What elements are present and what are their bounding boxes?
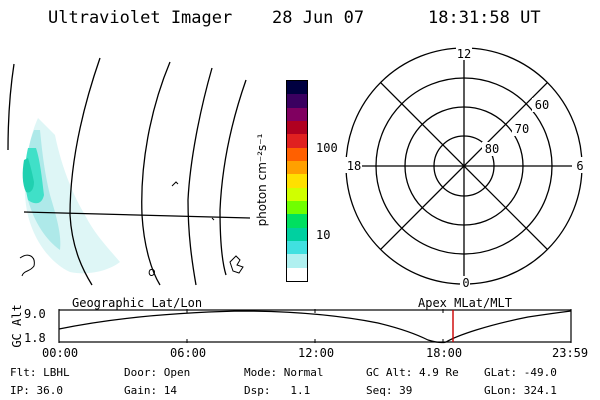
colorbar-segment xyxy=(287,81,307,95)
colorbar-tick-100: 100 xyxy=(316,141,338,155)
colorbar-segment xyxy=(287,214,307,229)
colorbar-segment xyxy=(287,147,307,162)
colorbar-segment xyxy=(287,201,307,215)
instrument-title: Ultraviolet Imager xyxy=(48,8,233,28)
mlt-label-12: 12 xyxy=(457,47,471,61)
timeline-y-tick-max: 9.0 xyxy=(24,307,46,321)
status-glat-key: GLat: xyxy=(484,366,518,379)
timeline-x-tick-1200: 12:00 xyxy=(298,346,335,360)
timeline-y-axis-title: GC Alt xyxy=(10,304,24,348)
image-time: 18:31:58 UT xyxy=(428,8,541,28)
timeline-left-label: Geographic Lat/Lon xyxy=(72,296,203,310)
colorbar-tick-10: 10 xyxy=(316,228,331,242)
status-filter-key: Flt: xyxy=(10,366,37,379)
colorbar-segment xyxy=(287,187,307,202)
status-gc-alt-key: GC Alt: xyxy=(366,366,413,379)
status-dsp-key: Dsp: xyxy=(244,384,271,397)
status-seq-value: 39 xyxy=(399,384,413,397)
colorbar-segment xyxy=(287,161,307,175)
colorbar-segment xyxy=(287,241,307,255)
timeline-x-tick-1800: 18:00 xyxy=(426,346,463,360)
lat-label-80: 80 xyxy=(485,142,499,156)
colorbar-segment xyxy=(287,227,307,242)
colorbar-segment xyxy=(287,107,307,122)
status-door-value: Open xyxy=(163,366,191,379)
status-ip: IP: 36.0 xyxy=(10,384,63,397)
status-mode-key: Mode: xyxy=(244,366,278,379)
status-ip-value: 36.0 xyxy=(36,384,64,397)
grid-lines xyxy=(7,57,251,286)
timeline-frame xyxy=(58,309,572,343)
lat-label-70: 70 xyxy=(515,122,529,136)
timeline-right-label: Apex MLat/MLT xyxy=(418,296,512,310)
altitude-curve xyxy=(58,310,572,344)
status-gain-key: Gain: xyxy=(124,384,158,397)
polar-plot: 12 18 6 0 60 70 80 xyxy=(344,46,586,290)
status-ip-key: IP: xyxy=(10,384,30,397)
coastline xyxy=(19,181,244,277)
status-glat-value: -49.0 xyxy=(523,366,557,379)
status-door: Door: Open xyxy=(124,366,190,379)
mlt-label-18: 18 xyxy=(347,159,361,173)
intensity-colorbar xyxy=(286,80,308,282)
status-gc-alt-value: 4.9 Re xyxy=(418,366,459,379)
status-glon-value: 324.1 xyxy=(523,384,557,397)
lat-label-60: 60 xyxy=(535,98,549,112)
status-gc-alt: GC Alt: 4.9 Re xyxy=(366,366,459,379)
image-date: 28 Jun 07 xyxy=(272,8,365,28)
status-mode: Mode: Normal xyxy=(244,366,324,379)
timeline-y-tick-min: 1.8 xyxy=(24,331,46,345)
status-door-key: Door: xyxy=(124,366,158,379)
status-mode-value: Normal xyxy=(283,366,324,379)
geographic-image-panel xyxy=(7,57,251,286)
colorbar-segment xyxy=(287,254,307,269)
colorbar-unit-label: photon cm⁻²s⁻¹ xyxy=(255,133,269,227)
auroral-emission xyxy=(22,118,120,274)
status-filter: Flt: LBHL xyxy=(10,366,70,379)
timeline-x-tick-2359: 23:59 xyxy=(552,346,589,360)
altitude-timeline xyxy=(58,309,572,344)
status-filter-value: LBHL xyxy=(43,366,70,379)
mlt-label-6: 6 xyxy=(576,159,583,173)
status-dsp: Dsp: 1.1 xyxy=(244,384,310,397)
status-seq: Seq: 39 xyxy=(366,384,412,397)
timeline-x-tick-0600: 06:00 xyxy=(170,346,207,360)
status-glon-key: GLon: xyxy=(484,384,518,397)
colorbar-segment xyxy=(287,121,307,135)
colorbar-segment xyxy=(287,94,307,109)
mlt-label-0: 0 xyxy=(462,276,469,290)
status-dsp-value: 1.1 xyxy=(290,384,311,397)
colorbar-segment xyxy=(287,267,307,282)
colorbar-segment xyxy=(287,174,307,189)
colorbar-segment xyxy=(287,134,307,149)
timeline-x-tick-0000: 00:00 xyxy=(42,346,79,360)
status-glat: GLat: -49.0 xyxy=(484,366,557,379)
status-seq-key: Seq: xyxy=(366,384,393,397)
status-gain-value: 14 xyxy=(163,384,177,397)
status-glon: GLon: 324.1 xyxy=(484,384,557,397)
status-gain: Gain: 14 xyxy=(124,384,177,397)
